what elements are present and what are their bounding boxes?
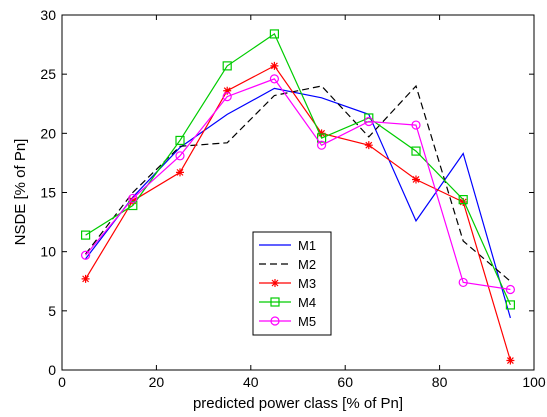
y-tick-label: 15	[40, 185, 56, 201]
legend-marker	[270, 297, 280, 307]
legend-marker	[270, 316, 280, 326]
data-point	[176, 168, 184, 177]
y-axis-label: NSDE [% of Pn]	[12, 139, 29, 246]
data-point	[458, 195, 468, 205]
legend-marker	[271, 279, 279, 287]
x-tick-label: 40	[243, 374, 259, 390]
data-point	[317, 129, 326, 138]
data-point	[80, 230, 91, 240]
legend-label: M5	[298, 314, 316, 329]
series-line-m5	[85, 78, 511, 291]
y-tick-label: 30	[40, 7, 56, 23]
series-m2	[85, 84, 511, 282]
series-m3	[81, 61, 515, 365]
data-point	[222, 92, 232, 102]
data-point	[128, 200, 138, 211]
y-tick-label: 5	[48, 303, 56, 319]
legend-label: M1	[298, 238, 316, 253]
data-point	[505, 300, 515, 310]
axis-ticks: 0 20 40 60 80 100 0 5 10 15 20 25 30	[40, 7, 545, 390]
y-tick-label: 0	[48, 362, 56, 378]
data-point	[364, 141, 373, 150]
x-axis-label: predicted power class [% of Pn]	[193, 395, 403, 412]
data-point	[505, 284, 515, 295]
y-tick-label: 25	[40, 66, 56, 82]
y-tick-label: 10	[40, 244, 56, 260]
x-tick-label: 80	[432, 374, 448, 390]
data-point	[459, 197, 468, 206]
series-line-m4	[85, 33, 511, 306]
legend-label: M2	[298, 257, 316, 272]
data-point	[269, 74, 279, 84]
data-point	[317, 140, 327, 150]
series-line-m3	[85, 65, 511, 361]
data-point	[81, 274, 90, 283]
x-tick-label: 20	[149, 374, 165, 390]
legend: M1 M2 M3 M4 M5	[252, 231, 332, 336]
series-m5	[80, 74, 515, 295]
data-point	[411, 120, 421, 130]
data-point	[270, 61, 279, 70]
legend-item-m3: M3	[259, 276, 316, 291]
data-point	[317, 133, 327, 143]
x-tick-label: 60	[337, 374, 353, 390]
x-tick-label: 0	[58, 374, 66, 390]
data-point	[175, 151, 185, 161]
data-point	[506, 356, 515, 365]
legend-label: M3	[298, 276, 316, 291]
series-line-m2	[85, 84, 511, 282]
data-point	[412, 175, 420, 184]
y-tick-label: 20	[40, 125, 56, 141]
legend-label: M4	[298, 295, 316, 310]
legend-item-m5: M5	[259, 314, 316, 329]
data-point	[175, 135, 185, 146]
x-tick-label: 100	[522, 374, 546, 390]
legend-item-m2: M2	[259, 257, 316, 272]
data-point	[222, 61, 232, 71]
legend-item-m4: M4	[259, 295, 316, 310]
data-point	[411, 146, 421, 156]
data-point	[128, 196, 137, 205]
legend-item-m1: M1	[259, 238, 316, 253]
series-group	[80, 29, 515, 365]
series-m4	[80, 29, 515, 310]
data-point	[269, 29, 279, 39]
data-point	[80, 250, 91, 260]
data-point	[223, 86, 232, 95]
data-point	[458, 277, 468, 288]
data-point	[128, 193, 138, 204]
data-point	[364, 116, 374, 127]
